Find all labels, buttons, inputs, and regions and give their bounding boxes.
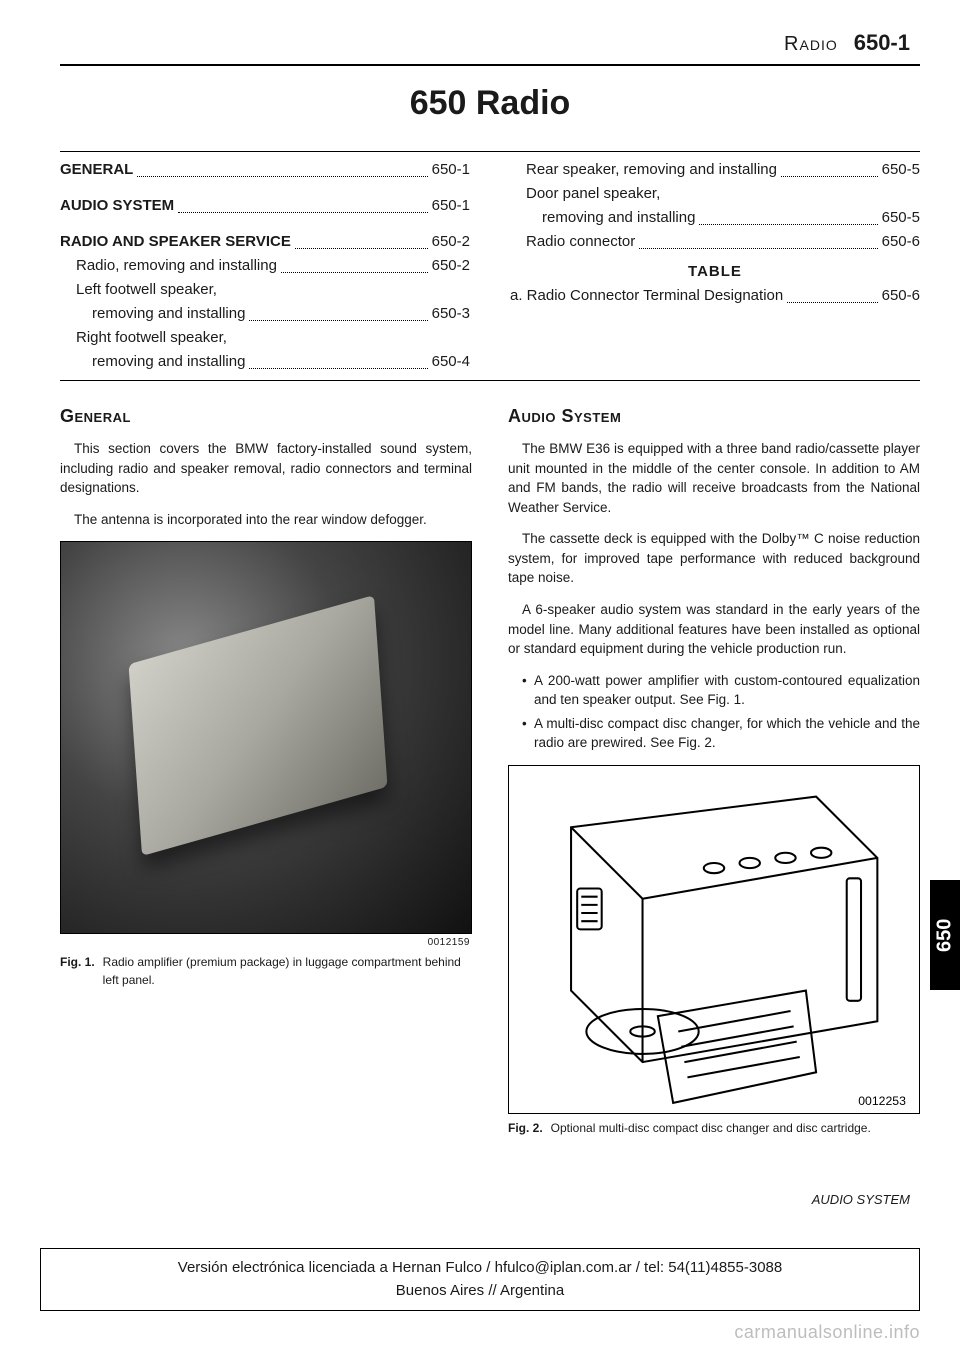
toc-entry: Radio, removing and installing 650-2 — [60, 254, 470, 278]
toc-entry: removing and installing 650-3 — [60, 302, 470, 326]
toc-label: Radio connector — [526, 230, 635, 254]
header-rule — [60, 64, 920, 66]
toc-leader — [281, 254, 428, 273]
toc-page: 650-4 — [432, 350, 470, 374]
toc-entry: removing and installing 650-5 — [510, 206, 920, 230]
license-line-2: Buenos Aires // Argentina — [55, 1280, 905, 1303]
toc-entry: Left footwell speaker, — [60, 278, 470, 302]
toc-page: 650-1 — [432, 194, 470, 218]
figure-1-id: 0012159 — [60, 934, 472, 955]
header-page-number: 650-1 — [854, 30, 910, 56]
watermark: carmanualsonline.info — [734, 1322, 920, 1343]
figure-1: 0012159 Fig. 1. Radio amplifier (premium… — [60, 541, 472, 989]
toc-leader — [639, 230, 877, 249]
figure-2-image: 0012253 — [508, 765, 920, 1114]
toc-leader — [249, 350, 427, 369]
figure-1-caption: Fig. 1. Radio amplifier (premium package… — [60, 954, 472, 989]
header-section: Radio — [784, 33, 838, 56]
general-para-2: The antenna is incorporated into the rea… — [60, 510, 472, 530]
figure-2-text: Optional multi-disc compact disc changer… — [551, 1120, 871, 1137]
figure-1-image — [60, 541, 472, 933]
toc-entry: Door panel speaker, — [510, 182, 920, 206]
toc-page: 650-5 — [882, 206, 920, 230]
toc-label: removing and installing — [92, 302, 245, 326]
toc-label: removing and installing — [92, 350, 245, 374]
figure-1-label: Fig. 1. — [60, 954, 95, 989]
chapter-title: 650 Radio — [60, 84, 920, 123]
toc-rule-bottom — [60, 380, 920, 381]
toc-leader — [699, 206, 877, 225]
audio-bullet-1: A 200-watt power amplifier with custom-c… — [522, 671, 920, 710]
general-para-1: This section covers the BMW factory-inst… — [60, 439, 472, 498]
toc-page: 650-5 — [882, 158, 920, 182]
toc-entry: Right footwell speaker, — [60, 326, 470, 350]
toc-label: Door panel speaker, — [526, 182, 660, 206]
figure-2-id-inline: 0012253 — [858, 1094, 906, 1108]
body-columns: General This section covers the BMW fact… — [60, 389, 920, 1138]
license-box: Versión electrónica licenciada a Hernan … — [40, 1248, 920, 1311]
toc-label: GENERAL — [60, 158, 133, 182]
audio-bullets: A 200-watt power amplifier with custom-c… — [508, 671, 920, 753]
toc-page: 650-6 — [882, 284, 920, 308]
toc-page: 650-6 — [882, 230, 920, 254]
toc-page: 650-2 — [432, 254, 470, 278]
right-column: Audio System The BMW E36 is equipped wit… — [508, 389, 920, 1138]
toc-entry: GENERAL 650-1 — [60, 158, 470, 182]
toc-entry: AUDIO SYSTEM 650-1 — [60, 194, 470, 218]
license-line-1: Versión electrónica licenciada a Hernan … — [55, 1257, 905, 1280]
toc-entry: Rear speaker, removing and installing 650… — [510, 158, 920, 182]
toc-left-column: GENERAL 650-1 AUDIO SYSTEM 650-1 RADIO AND S… — [60, 158, 470, 374]
left-column: General This section covers the BMW fact… — [60, 389, 472, 1138]
figure-2-label: Fig. 2. — [508, 1120, 543, 1137]
cd-changer-lineart: 0012253 — [509, 766, 919, 1113]
toc-label: a. Radio Connector Terminal Designation — [510, 284, 783, 308]
page-header: Radio 650-1 — [60, 30, 920, 56]
toc-leader — [295, 230, 428, 249]
toc-entry: RADIO AND SPEAKER SERVICE 650-2 — [60, 230, 470, 254]
toc-label: Radio, removing and installing — [76, 254, 277, 278]
toc-table-heading: TABLE — [510, 260, 920, 284]
general-heading: General — [60, 403, 472, 429]
audio-system-heading: Audio System — [508, 403, 920, 429]
toc-leader — [178, 194, 427, 213]
toc-leader — [787, 284, 877, 303]
figure-2: 0012253 Fig. 2. Optional multi-disc comp… — [508, 765, 920, 1138]
toc-leader — [137, 158, 427, 177]
audio-bullet-2: A multi-disc compact disc changer, for w… — [522, 714, 920, 753]
toc-right-column: Rear speaker, removing and installing 650… — [510, 158, 920, 374]
toc-entry: a. Radio Connector Terminal Designation 6… — [510, 284, 920, 308]
figure-2-caption: Fig. 2. Optional multi-disc compact disc… — [508, 1120, 920, 1137]
toc-label: RADIO AND SPEAKER SERVICE — [60, 230, 291, 254]
toc-page: 650-1 — [432, 158, 470, 182]
page: Radio 650-1 650 Radio GENERAL650-1AUDIO … — [0, 0, 960, 1357]
toc-page: 650-2 — [432, 230, 470, 254]
toc-label: Left footwell speaker, — [76, 278, 217, 302]
audio-para-3: A 6-speaker audio system was standard in… — [508, 600, 920, 659]
toc-page: 650-3 — [432, 302, 470, 326]
audio-para-1: The BMW E36 is equipped with a three ban… — [508, 439, 920, 517]
audio-para-2: The cassette deck is equipped with the D… — [508, 529, 920, 588]
toc-label: removing and installing — [542, 206, 695, 230]
figure-1-text: Radio amplifier (premium package) in lug… — [103, 954, 472, 989]
toc-label: Rear speaker, removing and installing — [526, 158, 777, 182]
toc-leader — [249, 302, 427, 321]
toc-label: Right footwell speaker, — [76, 326, 227, 350]
side-tab: 650 — [930, 880, 960, 990]
toc-leader — [781, 158, 878, 177]
table-of-contents: GENERAL 650-1 AUDIO SYSTEM 650-1 RADIO AND S… — [60, 158, 920, 374]
toc-label: AUDIO SYSTEM — [60, 194, 174, 218]
toc-entry: removing and installing 650-4 — [60, 350, 470, 374]
footer-section-label: AUDIO SYSTEM — [812, 1192, 910, 1207]
toc-rule-top — [60, 151, 920, 152]
toc-entry: Radio connector 650-6 — [510, 230, 920, 254]
